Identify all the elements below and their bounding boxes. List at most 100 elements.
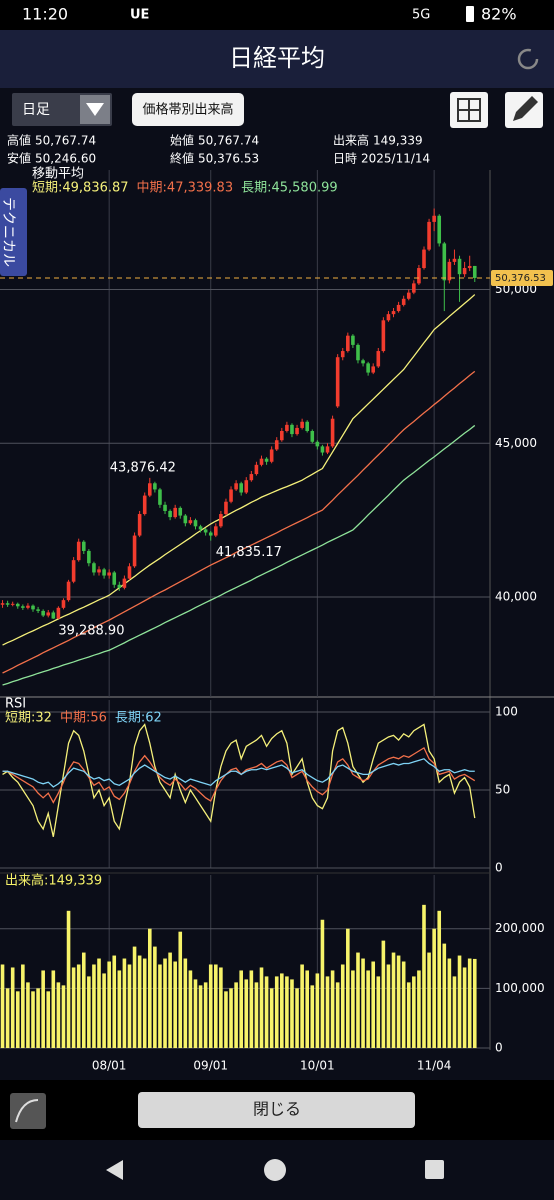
info-label: 日時 bbox=[333, 152, 357, 166]
candle-body bbox=[71, 560, 76, 582]
volume-bar bbox=[36, 988, 40, 1048]
candle-body bbox=[290, 424, 294, 435]
header-title: 日経平均 bbox=[229, 44, 325, 72]
volume-bar bbox=[21, 964, 25, 1048]
period-dropdown[interactable]: 日足 bbox=[12, 93, 112, 126]
volume-bar bbox=[285, 976, 289, 1048]
volume-bar bbox=[315, 973, 320, 1048]
candle-body bbox=[112, 572, 117, 585]
candle-body bbox=[5, 603, 10, 605]
volume-bar bbox=[356, 952, 360, 1048]
button-label: 価格帯別出来高 bbox=[142, 102, 233, 118]
volume-bar bbox=[168, 952, 172, 1048]
volume-bar bbox=[5, 988, 10, 1048]
volume-bar bbox=[320, 919, 325, 1048]
volume-bar bbox=[193, 979, 198, 1048]
candle-body bbox=[391, 311, 396, 315]
candle-body bbox=[41, 610, 45, 616]
draw-button[interactable] bbox=[505, 92, 543, 128]
volume-bar bbox=[457, 955, 462, 1048]
side-tab[interactable]: テクニカル bbox=[0, 188, 27, 276]
status-battery: 82% bbox=[481, 5, 517, 24]
candle-body bbox=[366, 363, 370, 373]
candle-body bbox=[346, 335, 350, 352]
volume-bar bbox=[366, 970, 370, 1048]
moving-average bbox=[2, 370, 476, 674]
candle-body bbox=[132, 535, 137, 567]
candle-body bbox=[315, 441, 320, 447]
x-tick-label: 08/01 bbox=[92, 1059, 127, 1073]
volume-bar bbox=[351, 970, 355, 1048]
header bbox=[0, 30, 554, 88]
candle-body bbox=[10, 603, 15, 605]
nav-home[interactable] bbox=[264, 1159, 286, 1181]
candle-body bbox=[203, 529, 208, 533]
volume-bar bbox=[335, 982, 340, 1048]
volume-bar bbox=[427, 952, 431, 1048]
volume-bar bbox=[437, 910, 442, 1048]
candle-body bbox=[178, 507, 183, 516]
candle-body bbox=[351, 335, 355, 345]
y-tick-label: 100,000 bbox=[495, 981, 545, 995]
candle-body bbox=[229, 489, 233, 502]
volume-bar bbox=[432, 928, 436, 1048]
candle-body bbox=[295, 427, 299, 435]
volume-bar bbox=[280, 973, 284, 1048]
info-label: 高値 bbox=[7, 133, 31, 148]
last-price-box bbox=[491, 269, 553, 286]
candle-body bbox=[173, 507, 177, 518]
volume-bar bbox=[264, 976, 269, 1048]
y-tick-label: 0 bbox=[495, 1041, 503, 1055]
candle-body bbox=[376, 351, 381, 367]
volume-profile-button[interactable]: 価格帯別出来高 bbox=[132, 93, 244, 126]
layout-button[interactable] bbox=[450, 92, 488, 128]
volume-bar bbox=[208, 964, 213, 1048]
volume-bar bbox=[188, 970, 193, 1048]
candle-body bbox=[417, 268, 421, 284]
volume-bar bbox=[0, 964, 5, 1048]
volume-bar bbox=[406, 982, 411, 1048]
volume-bar bbox=[76, 964, 81, 1048]
candle-body bbox=[46, 612, 51, 616]
info-value: 50,767.74 bbox=[198, 134, 259, 148]
volume-bar bbox=[87, 976, 91, 1048]
charts: 高値 50,767.74 始値 50,767.74 出来高 149,339 安値 50,246… bbox=[0, 133, 554, 1073]
rsi-line bbox=[2, 723, 476, 837]
candle-body bbox=[15, 603, 20, 607]
volume-bar bbox=[452, 976, 457, 1048]
volume-bar bbox=[183, 958, 188, 1048]
nav-recent[interactable] bbox=[425, 1160, 444, 1179]
volume-bar bbox=[142, 958, 147, 1048]
candle-body bbox=[330, 418, 335, 447]
close-button[interactable]: 閉じる bbox=[138, 1092, 415, 1128]
candle-body bbox=[76, 541, 81, 561]
status-bar bbox=[0, 0, 554, 30]
candle-body bbox=[381, 320, 386, 352]
candle-body bbox=[300, 421, 304, 428]
candle-body bbox=[310, 431, 315, 442]
volume-bar bbox=[102, 973, 106, 1048]
volume-bar bbox=[173, 961, 177, 1048]
volume-bar bbox=[381, 940, 386, 1048]
volume-bar bbox=[371, 961, 376, 1048]
candle-body bbox=[320, 446, 325, 453]
candle-body bbox=[442, 243, 447, 281]
volume-bar bbox=[442, 943, 447, 1048]
volume-bar bbox=[26, 982, 30, 1048]
legend-entry: 長期:45,580.99 bbox=[241, 181, 338, 196]
y-tick-label: 45,000 bbox=[495, 436, 537, 450]
candle-body bbox=[66, 581, 71, 601]
candle-body bbox=[244, 480, 249, 493]
volume-bar bbox=[234, 982, 238, 1048]
volume-bar bbox=[56, 982, 61, 1048]
moving-average bbox=[2, 294, 476, 646]
volume-bar bbox=[178, 931, 183, 1048]
candle-body bbox=[163, 504, 167, 511]
price-annotation: 39,288.90 bbox=[58, 623, 124, 638]
tool-icon[interactable] bbox=[10, 1093, 46, 1129]
refresh-button[interactable] bbox=[517, 48, 539, 70]
nav-back[interactable] bbox=[106, 1160, 123, 1180]
candle-body bbox=[371, 366, 376, 373]
volume-bar bbox=[147, 928, 152, 1048]
